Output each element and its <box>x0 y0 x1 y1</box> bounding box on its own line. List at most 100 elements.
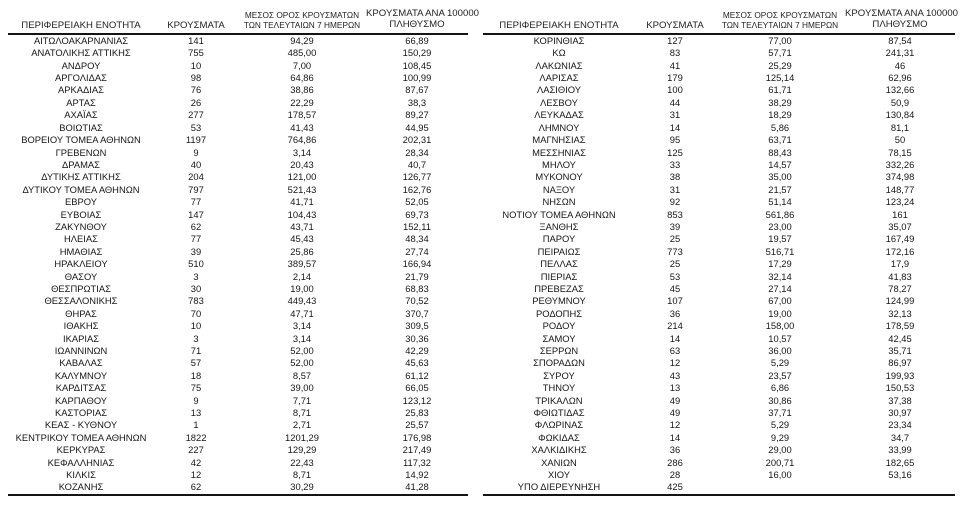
avg7-value: 104,43 <box>287 208 317 220</box>
cases-value: 1 <box>193 419 199 431</box>
cases-value: 33 <box>669 158 681 170</box>
region-name: ΛΕΣΒΟΥ <box>540 96 578 108</box>
table-row: ΜΑΓΝΗΣΙΑΣ 95 63,71 50 <box>483 134 955 146</box>
region-name: ΗΜΑΘΙΑΣ <box>59 245 103 257</box>
cases-value: 41 <box>669 59 681 71</box>
avg7-value: 38,86 <box>290 84 314 96</box>
per100k-value: 25,57 <box>405 419 429 431</box>
avg7-value: 200,71 <box>765 456 795 468</box>
table-row: ΗΜΑΘΙΑΣ 39 25,86 27,74 <box>8 246 468 258</box>
per100k-value: 166,94 <box>402 258 432 270</box>
region-name: ΖΑΚΥΝΘΟΥ <box>55 220 107 232</box>
cases-value: 76 <box>190 84 202 96</box>
table-row: ΑΙΤΩΛΟΑΚΑΡΝΑΝΙΑΣ 141 94,29 66,89 <box>8 34 468 47</box>
per100k-value: 162,76 <box>402 183 432 195</box>
per100k-value: 62,96 <box>888 72 912 84</box>
table-row: ΛΑΡΙΣΑΣ 179 125,14 62,96 <box>483 72 955 84</box>
avg7-value: 61,71 <box>768 84 792 96</box>
cases-value: 797 <box>188 183 204 195</box>
avg7-value: 57,71 <box>768 47 792 59</box>
table-row: ΔΥΤΙΚΟΥ ΤΟΜΕΑ ΑΘΗΝΩΝ 797 521,43 162,76 <box>8 184 468 196</box>
region-name: ΣΥΡΟΥ <box>543 369 575 381</box>
region-name: ΗΛΕΙΑΣ <box>64 233 98 245</box>
avg7-value: 8,71 <box>292 469 312 481</box>
table-row: ΞΑΝΘΗΣ 39 23,00 35,07 <box>483 221 955 233</box>
table-row: ΛΑΣΙΘΙΟΥ 100 61,71 132,66 <box>483 84 955 96</box>
cases-value: 25 <box>669 258 681 270</box>
table-row: ΛΑΚΩΝΙΑΣ 41 25,29 46 <box>483 60 955 72</box>
region-name: ΛΑΚΩΝΙΑΣ <box>535 59 583 71</box>
table-row: ΠΡΕΒΕΖΑΣ 45 27,14 78,27 <box>483 283 955 295</box>
per100k-value: 87,67 <box>405 84 429 96</box>
per100k-value: 66,05 <box>405 382 429 394</box>
region-name: ΧΑΛΚΙΔΙΚΗΣ <box>531 444 587 456</box>
avg7-value: 32,14 <box>768 270 792 282</box>
avg7-value: 43,71 <box>290 220 314 232</box>
avg7-value: 449,43 <box>287 295 317 307</box>
region-name: ΣΠΟΡΑΔΩΝ <box>533 357 585 369</box>
per100k-value: 117,32 <box>403 456 431 468</box>
table-row: ΦΩΚΙΔΑΣ 14 9,29 34,7 <box>483 432 955 444</box>
region-name: ΙΚΑΡΙΑΣ <box>62 332 100 344</box>
cases-value: 510 <box>188 258 204 270</box>
per100k-value: 167,49 <box>885 233 915 245</box>
per100k-value: 32,13 <box>888 307 912 319</box>
avg7-value: 14,57 <box>768 158 792 170</box>
region-name: ΑΙΤΩΛΟΑΚΑΡΝΑΝΙΑΣ <box>33 34 129 46</box>
cases-value: 14 <box>669 431 681 443</box>
per100k-value: 23,34 <box>888 419 912 431</box>
cases-value: 107 <box>667 295 683 307</box>
avg7-value <box>715 481 845 494</box>
cases-value: 53 <box>669 270 681 282</box>
per100k-value: 42,45 <box>888 332 912 344</box>
table-row: ΑΧΑΪΑΣ 277 178,57 89,27 <box>8 109 468 121</box>
cases-value: 12 <box>669 419 681 431</box>
region-name: ΚΕΝΤΡΙΚΟΥ ΤΟΜΕΑ ΑΘΗΝΩΝ <box>15 431 147 443</box>
avg7-value: 6,86 <box>770 382 790 394</box>
region-name: ΔΥΤΙΚΟΥ ΤΟΜΕΑ ΑΘΗΝΩΝ <box>22 183 140 195</box>
region-name: ΙΘΑΚΗΣ <box>63 320 99 332</box>
avg7-value: 10,57 <box>768 332 792 344</box>
per100k-value: 41,28 <box>405 481 429 493</box>
region-name: ΝΑΞΟΥ <box>542 183 576 195</box>
region-name: ΑΧΑΪΑΣ <box>64 109 98 121</box>
table-row: ΚΑΒΑΛΑΣ 57 52,00 45,63 <box>8 357 468 369</box>
region-name: ΑΡΓΟΛΙΔΑΣ <box>55 72 107 84</box>
region-name: ΠΑΡΟΥ <box>542 233 576 245</box>
regions-table-right-body: ΚΟΡΙΝΘΙΑΣ 127 77,00 87,54 ΚΩ 83 57,71 241,31 ΛΑΚ… <box>483 34 955 495</box>
header-row: ΠΕΡΙΦΕΡΕΙΑΚΗ ΕΝΟΤΗΤΑ ΚΡΟΥΣΜΑΤΑ ΜΕΣΟΣ ΟΡΟ… <box>483 8 958 34</box>
region-name: ΔΥΤΙΚΗΣ ΑΤΤΙΚΗΣ <box>41 171 121 183</box>
cases-value: 127 <box>667 34 683 46</box>
cases-value: 75 <box>190 382 202 394</box>
cases-value: 1197 <box>185 134 207 146</box>
table-row: ΧΙΟΥ 28 16,00 53,16 <box>483 469 955 481</box>
avg7-value: 521,43 <box>287 183 317 195</box>
avg7-value: 41,71 <box>290 196 314 208</box>
table-row: ΒΟΡΕΙΟΥ ΤΟΜΕΑ ΑΘΗΝΩΝ 1197 764,86 202,31 <box>8 134 468 146</box>
table-row: ΛΕΣΒΟΥ 44 38,29 50,9 <box>483 97 955 109</box>
cases-value: 26 <box>190 96 202 108</box>
cases-value: 45 <box>669 282 681 294</box>
per100k-value: 199,93 <box>885 369 915 381</box>
region-name: ΚΑΛΥΜΝΟΥ <box>54 369 108 381</box>
table-row: ΙΩΑΝΝΙΝΩΝ 71 52,00 42,29 <box>8 345 468 357</box>
region-name: ΠΕΙΡΑΙΩΣ <box>537 245 581 257</box>
region-name: ΡΟΔΟΥ <box>542 320 576 332</box>
avg7-value: 7,71 <box>292 394 312 406</box>
table-row: ΘΗΡΑΣ 70 47,71 370,7 <box>8 308 468 320</box>
avg7-value: 39,00 <box>290 382 314 394</box>
region-name: ΠΕΛΛΑΣ <box>540 258 578 270</box>
per100k-value: 25,83 <box>405 407 429 419</box>
region-name: ΚΩ <box>552 47 566 59</box>
per100k-value: 176,98 <box>402 431 432 443</box>
per100k-value: 41,83 <box>888 270 912 282</box>
cases-value: 12 <box>190 469 202 481</box>
avg7-value: 52,00 <box>290 345 314 356</box>
per100k-value: 17,9 <box>890 258 910 270</box>
header-cases-per-100k-line1: ΚΡΟΥΣΜΑΤΑ ΑΝΑ 100000 <box>845 8 958 19</box>
cases-value: 773 <box>667 245 683 257</box>
cases-value: 57 <box>190 357 202 369</box>
region-name: ΚΕΦΑΛΛΗΝΙΑΣ <box>47 456 115 468</box>
avg7-value: 94,29 <box>290 34 314 46</box>
region-name: ΚΟΖΑΝΗΣ <box>58 481 104 493</box>
